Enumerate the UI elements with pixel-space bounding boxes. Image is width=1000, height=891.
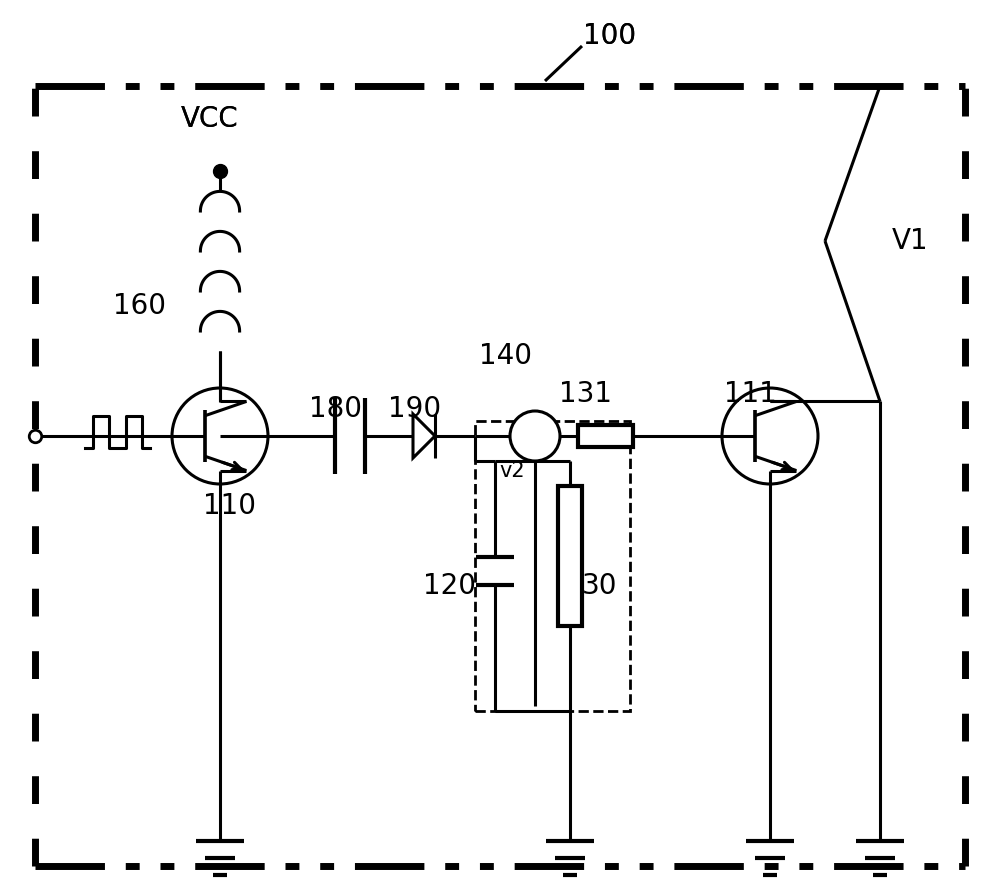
Text: v2: v2	[499, 461, 525, 481]
Text: V1: V1	[892, 227, 928, 255]
Text: 160: 160	[114, 292, 166, 320]
Text: 140: 140	[479, 342, 532, 370]
Text: 100: 100	[583, 22, 637, 50]
Text: 131: 131	[558, 380, 612, 408]
Text: 190: 190	[388, 395, 442, 423]
Bar	[475, 421, 630, 711]
Bar	[558, 486, 582, 626]
Circle shape	[510, 411, 560, 461]
Text: 110: 110	[204, 492, 256, 520]
Text: 180: 180	[308, 395, 362, 423]
Text: VCC: VCC	[181, 105, 239, 133]
Text: 120: 120	[424, 572, 477, 600]
Text: 100: 100	[583, 22, 637, 50]
Bar	[578, 425, 633, 447]
Text: 30: 30	[582, 572, 618, 600]
Text: 111: 111	[724, 380, 776, 408]
Text: VCC: VCC	[181, 105, 239, 133]
